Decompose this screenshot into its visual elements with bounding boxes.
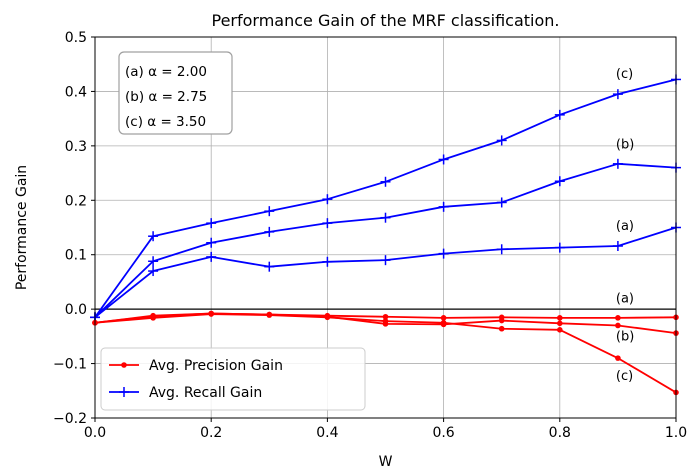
- data-point: [438, 154, 449, 165]
- data-point: [264, 206, 275, 217]
- data-point: [322, 256, 333, 267]
- x-tick-label: 0.8: [549, 425, 571, 441]
- data-point: [206, 218, 217, 229]
- data-point: [440, 315, 447, 321]
- data-point: [148, 266, 159, 277]
- data-point: [440, 319, 447, 326]
- plot-frame: [94, 36, 677, 419]
- data-point: [438, 248, 449, 259]
- curve-annotation: (c): [616, 369, 633, 384]
- legend-swatches: [109, 362, 139, 397]
- info-box-line-c: (c) α = 3.50: [125, 114, 206, 130]
- curve-annotation: (c): [616, 67, 633, 82]
- data-point: [382, 313, 389, 320]
- legend-label-precision: Avg. Precision Gain: [149, 358, 283, 374]
- info-box-line-a: (a) α = 2.00: [125, 64, 207, 80]
- data-point: [380, 176, 391, 187]
- series-layer: [90, 74, 681, 396]
- annotation-layer: (c) (b) (a) (a) (b) (c): [616, 67, 634, 384]
- x-axis-title: W: [379, 454, 393, 470]
- y-tick-label: −0.1: [53, 357, 87, 373]
- legend-label-recall: Avg. Recall Gain: [149, 385, 262, 401]
- x-tick-label: 0.4: [316, 425, 338, 441]
- data-point: [612, 241, 623, 252]
- data-point: [264, 261, 275, 272]
- y-tick-label: 0.5: [65, 30, 87, 46]
- data-point: [496, 197, 507, 208]
- series-precision-c: [92, 311, 679, 396]
- x-tick-label: 0.2: [200, 425, 222, 441]
- curve-annotation: (a): [616, 219, 634, 234]
- y-tick-label: 0.1: [65, 248, 87, 264]
- data-point: [380, 212, 391, 223]
- data-point: [380, 255, 391, 266]
- data-point: [557, 320, 563, 327]
- y-tick-label: −0.2: [53, 411, 87, 427]
- data-point: [382, 318, 389, 324]
- curve-annotation: (b): [616, 138, 634, 153]
- data-point: [612, 158, 623, 169]
- data-point: [264, 226, 275, 237]
- tick-layer: 0.0 0.2 0.4 0.6 0.8 1.0 −0.2 −0.1 0.0 0.1 0.2 0.3 0.…: [53, 30, 687, 441]
- curve-annotation: (a): [616, 292, 634, 307]
- y-axis-title: Performance Gain: [14, 165, 30, 290]
- series-recall-a: [90, 222, 681, 323]
- legend: Avg. Precision Gain Avg. Recall Gain: [100, 347, 366, 411]
- data-point: [615, 315, 621, 321]
- alpha-info-box: (a) α = 2.00 (b) α = 2.75 (c) α = 3.50: [118, 51, 233, 135]
- data-point: [615, 322, 621, 329]
- data-point: [206, 251, 217, 262]
- data-point: [148, 231, 159, 242]
- curve-annotation: (b): [616, 330, 634, 345]
- data-point: [554, 109, 565, 120]
- info-box-line-b: (b) α = 2.75: [125, 89, 207, 105]
- x-tick-label: 0.0: [84, 425, 106, 441]
- legend-swatch-marker: [121, 362, 127, 368]
- data-point: [438, 201, 449, 212]
- data-point: [322, 194, 333, 205]
- y-tick-label: 0.3: [65, 139, 87, 155]
- series-line: [94, 162, 677, 318]
- legend-swatch-marker: [119, 387, 129, 397]
- data-point: [554, 242, 565, 253]
- x-tick-label: 1.0: [665, 425, 687, 441]
- data-point: [148, 256, 159, 267]
- info-box-frame: [118, 51, 233, 135]
- series-line: [94, 226, 677, 319]
- data-point: [496, 244, 507, 255]
- y-tick-label: 0.0: [65, 302, 87, 318]
- y-tick-label: 0.4: [65, 84, 87, 100]
- data-point: [150, 315, 156, 321]
- data-point: [322, 218, 333, 229]
- chart-title: Performance Gain of the MRF classificati…: [212, 11, 560, 30]
- data-point: [208, 311, 214, 317]
- data-point: [496, 135, 507, 146]
- data-point: [324, 314, 331, 321]
- legend-frame: [100, 347, 366, 411]
- data-point: [557, 327, 563, 333]
- data-point: [266, 312, 273, 318]
- data-point: [612, 89, 623, 100]
- data-point: [615, 355, 621, 361]
- y-tick-label: 0.2: [65, 193, 87, 209]
- frame-layer: [94, 36, 677, 419]
- data-point: [498, 325, 505, 332]
- data-point: [498, 317, 505, 324]
- x-tick-label: 0.6: [432, 425, 454, 441]
- data-point: [554, 176, 565, 187]
- data-point: [206, 237, 217, 248]
- data-point: [557, 315, 563, 321]
